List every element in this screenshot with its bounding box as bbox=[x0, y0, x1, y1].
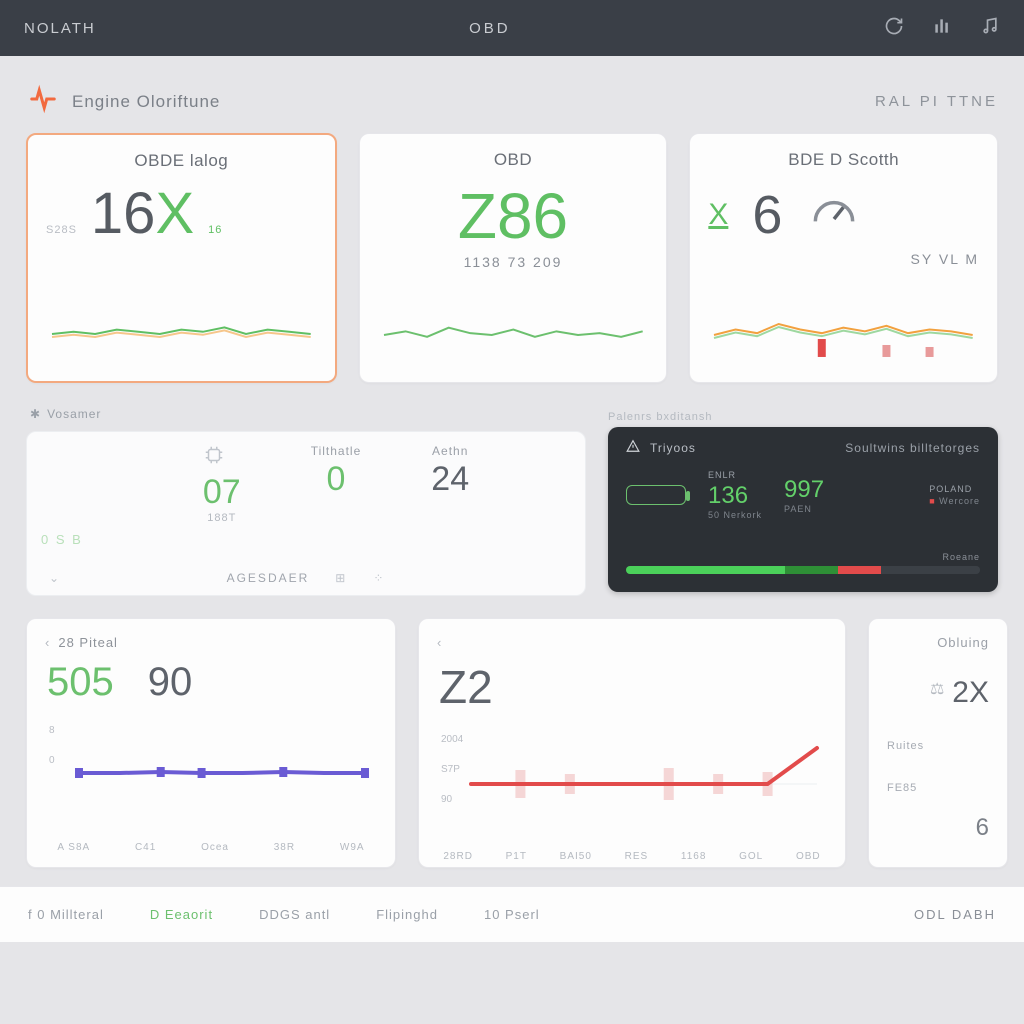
card-pct: 16 bbox=[208, 224, 222, 236]
footer-bar: f 0 Millteral D Eeaorit DDGS antl Flipin… bbox=[0, 886, 1024, 942]
reading-value: 24 bbox=[431, 460, 469, 499]
gauge-icon bbox=[806, 184, 862, 245]
warning-icon bbox=[626, 439, 640, 456]
refresh-icon[interactable] bbox=[884, 16, 904, 40]
metrics-row-3: ‹ 28 Piteal 505 90 80 A S8AC41Ocea38RW9A… bbox=[26, 618, 998, 868]
panel-caption: Palenrs bxditansh bbox=[608, 411, 998, 423]
settings-icon[interactable]: ⁘ bbox=[373, 571, 385, 585]
chevron-left-icon[interactable]: ‹ bbox=[45, 635, 50, 650]
card-value: 16X bbox=[91, 185, 194, 243]
svg-text:8: 8 bbox=[49, 725, 55, 736]
metric-label: ENLR bbox=[708, 470, 762, 480]
panel-readings[interactable]: 07 188T Tilthatle 0 Aethn 24 0 S B ⌄ AG bbox=[26, 431, 586, 596]
card-obd[interactable]: OBD Z86 1138 73 209 bbox=[359, 133, 668, 383]
line-chart: 2004 S7P 90 bbox=[437, 722, 827, 842]
sparkline bbox=[46, 306, 317, 362]
card-small: S28S bbox=[46, 224, 77, 236]
metric-sub: 50 Nerkork bbox=[708, 510, 762, 520]
music-icon[interactable] bbox=[980, 16, 1000, 40]
metric-secondary: 90 bbox=[148, 660, 193, 705]
card-title: OBD bbox=[378, 150, 649, 170]
svg-text:0: 0 bbox=[49, 755, 55, 766]
card-piteal[interactable]: ‹ 28 Piteal 505 90 80 A S8AC41Ocea38RW9A bbox=[26, 618, 396, 868]
card-obluing[interactable]: Obluing ⚖ 2X Ruites FE85 6 bbox=[868, 618, 1008, 868]
metric-label: POLAND bbox=[929, 484, 980, 494]
x-axis-labels: 28RDP1TBAI50RES1168GOLOBD bbox=[437, 851, 827, 862]
panel-diagnostics[interactable]: Triyoos Soultwins billtetorges ENLR 136 … bbox=[608, 427, 998, 592]
metric-value: 136 bbox=[708, 482, 762, 510]
metric-sub: PAEN bbox=[784, 504, 824, 514]
usage-bar bbox=[626, 566, 980, 574]
card-sub: SY VL M bbox=[708, 251, 979, 267]
dark-head-2: Soultwins billtetorges bbox=[845, 441, 980, 455]
card-side-value: 6 bbox=[887, 814, 989, 842]
metrics-row-1: OBDE lalog S28S 16X 16 OBD Z86 1138 73 2… bbox=[26, 133, 998, 383]
usage-bar-label: Roeane bbox=[942, 552, 980, 562]
topbar: NOLATH OBD bbox=[0, 0, 1024, 56]
card-title: Obluing bbox=[887, 635, 989, 650]
card-z2[interactable]: ‹ Z2 2004 S7P 90 28RDP1TBAI50RES1168GOLOBD bbox=[418, 618, 846, 868]
card-mark: X bbox=[708, 198, 728, 232]
reading-label: Aethn bbox=[431, 444, 469, 458]
brand: NOLATH bbox=[24, 20, 96, 37]
chevron-left-icon[interactable]: ‹ bbox=[437, 635, 442, 650]
grid-icon[interactable]: ⊞ bbox=[335, 571, 347, 585]
footer-item[interactable]: D Eeaorit bbox=[150, 907, 213, 922]
metrics-row-2: 07 188T Tilthatle 0 Aethn 24 0 S B ⌄ AG bbox=[26, 431, 998, 596]
sparkline bbox=[378, 307, 649, 363]
footer-item[interactable]: 10 Pserl bbox=[484, 907, 540, 922]
card-obde[interactable]: OBDE lalog S28S 16X 16 bbox=[26, 133, 337, 383]
card-value: 6 bbox=[752, 188, 782, 242]
reading-value: 0 bbox=[311, 460, 362, 499]
chip-icon bbox=[203, 453, 225, 470]
x-axis-labels: A S8AC41Ocea38RW9A bbox=[45, 842, 377, 853]
card-title: ‹ 28 Piteal bbox=[45, 635, 377, 650]
svg-text:90: 90 bbox=[441, 794, 453, 805]
reading-value: 07 bbox=[203, 473, 241, 512]
battery-icon bbox=[626, 485, 686, 505]
dark-head-1: Triyoos bbox=[650, 441, 696, 455]
bars-icon[interactable] bbox=[932, 16, 952, 40]
panel-bottom-label: AGESDAER bbox=[227, 571, 310, 585]
footer-item[interactable]: f 0 Millteral bbox=[28, 907, 104, 922]
sparkline bbox=[708, 307, 979, 363]
card-side-1: Ruites bbox=[887, 740, 989, 752]
card-side-2: FE85 bbox=[887, 782, 989, 794]
card-title: ‹ bbox=[437, 635, 827, 650]
footer-item[interactable]: DDGS antl bbox=[259, 907, 330, 922]
topbar-title: OBD bbox=[96, 20, 884, 37]
scale-icon: ⚖ bbox=[930, 679, 944, 699]
metric-value: 997 bbox=[784, 476, 824, 504]
metric-primary: Z2 bbox=[439, 660, 493, 714]
footer-brand: ODL DABH bbox=[914, 907, 996, 922]
reading-sub: 188T bbox=[203, 512, 241, 524]
metric-primary: 505 bbox=[47, 660, 114, 705]
line-chart: 80 bbox=[45, 713, 375, 833]
card-title: BDE D Scotth bbox=[708, 150, 979, 170]
card-title: OBDE lalog bbox=[46, 151, 317, 171]
panel-side-label: 0 S B bbox=[41, 532, 83, 547]
svg-text:S7P: S7P bbox=[441, 764, 460, 775]
pulse-icon bbox=[28, 84, 58, 119]
footer-item[interactable]: Flipinghd bbox=[376, 907, 438, 922]
section-header: Engine Oloriftune RAL PI TTNE bbox=[28, 84, 998, 119]
card-value: Z86 bbox=[458, 184, 568, 248]
section-right-label: RAL PI TTNE bbox=[875, 93, 998, 110]
tag-icon: ✱ bbox=[30, 407, 41, 421]
card-sub: 1138 73 209 bbox=[378, 254, 649, 270]
section-title: Engine Oloriftune bbox=[72, 92, 220, 112]
chevron-down-icon[interactable]: ⌄ bbox=[49, 571, 61, 585]
card-value: 2X bbox=[952, 676, 989, 710]
svg-text:2004: 2004 bbox=[441, 734, 464, 745]
metric-sub: ■ Wercore bbox=[929, 496, 980, 506]
card-bde-scotth[interactable]: BDE D Scotth X 6 SY VL M bbox=[689, 133, 998, 383]
reading-label: Tilthatle bbox=[311, 444, 362, 458]
